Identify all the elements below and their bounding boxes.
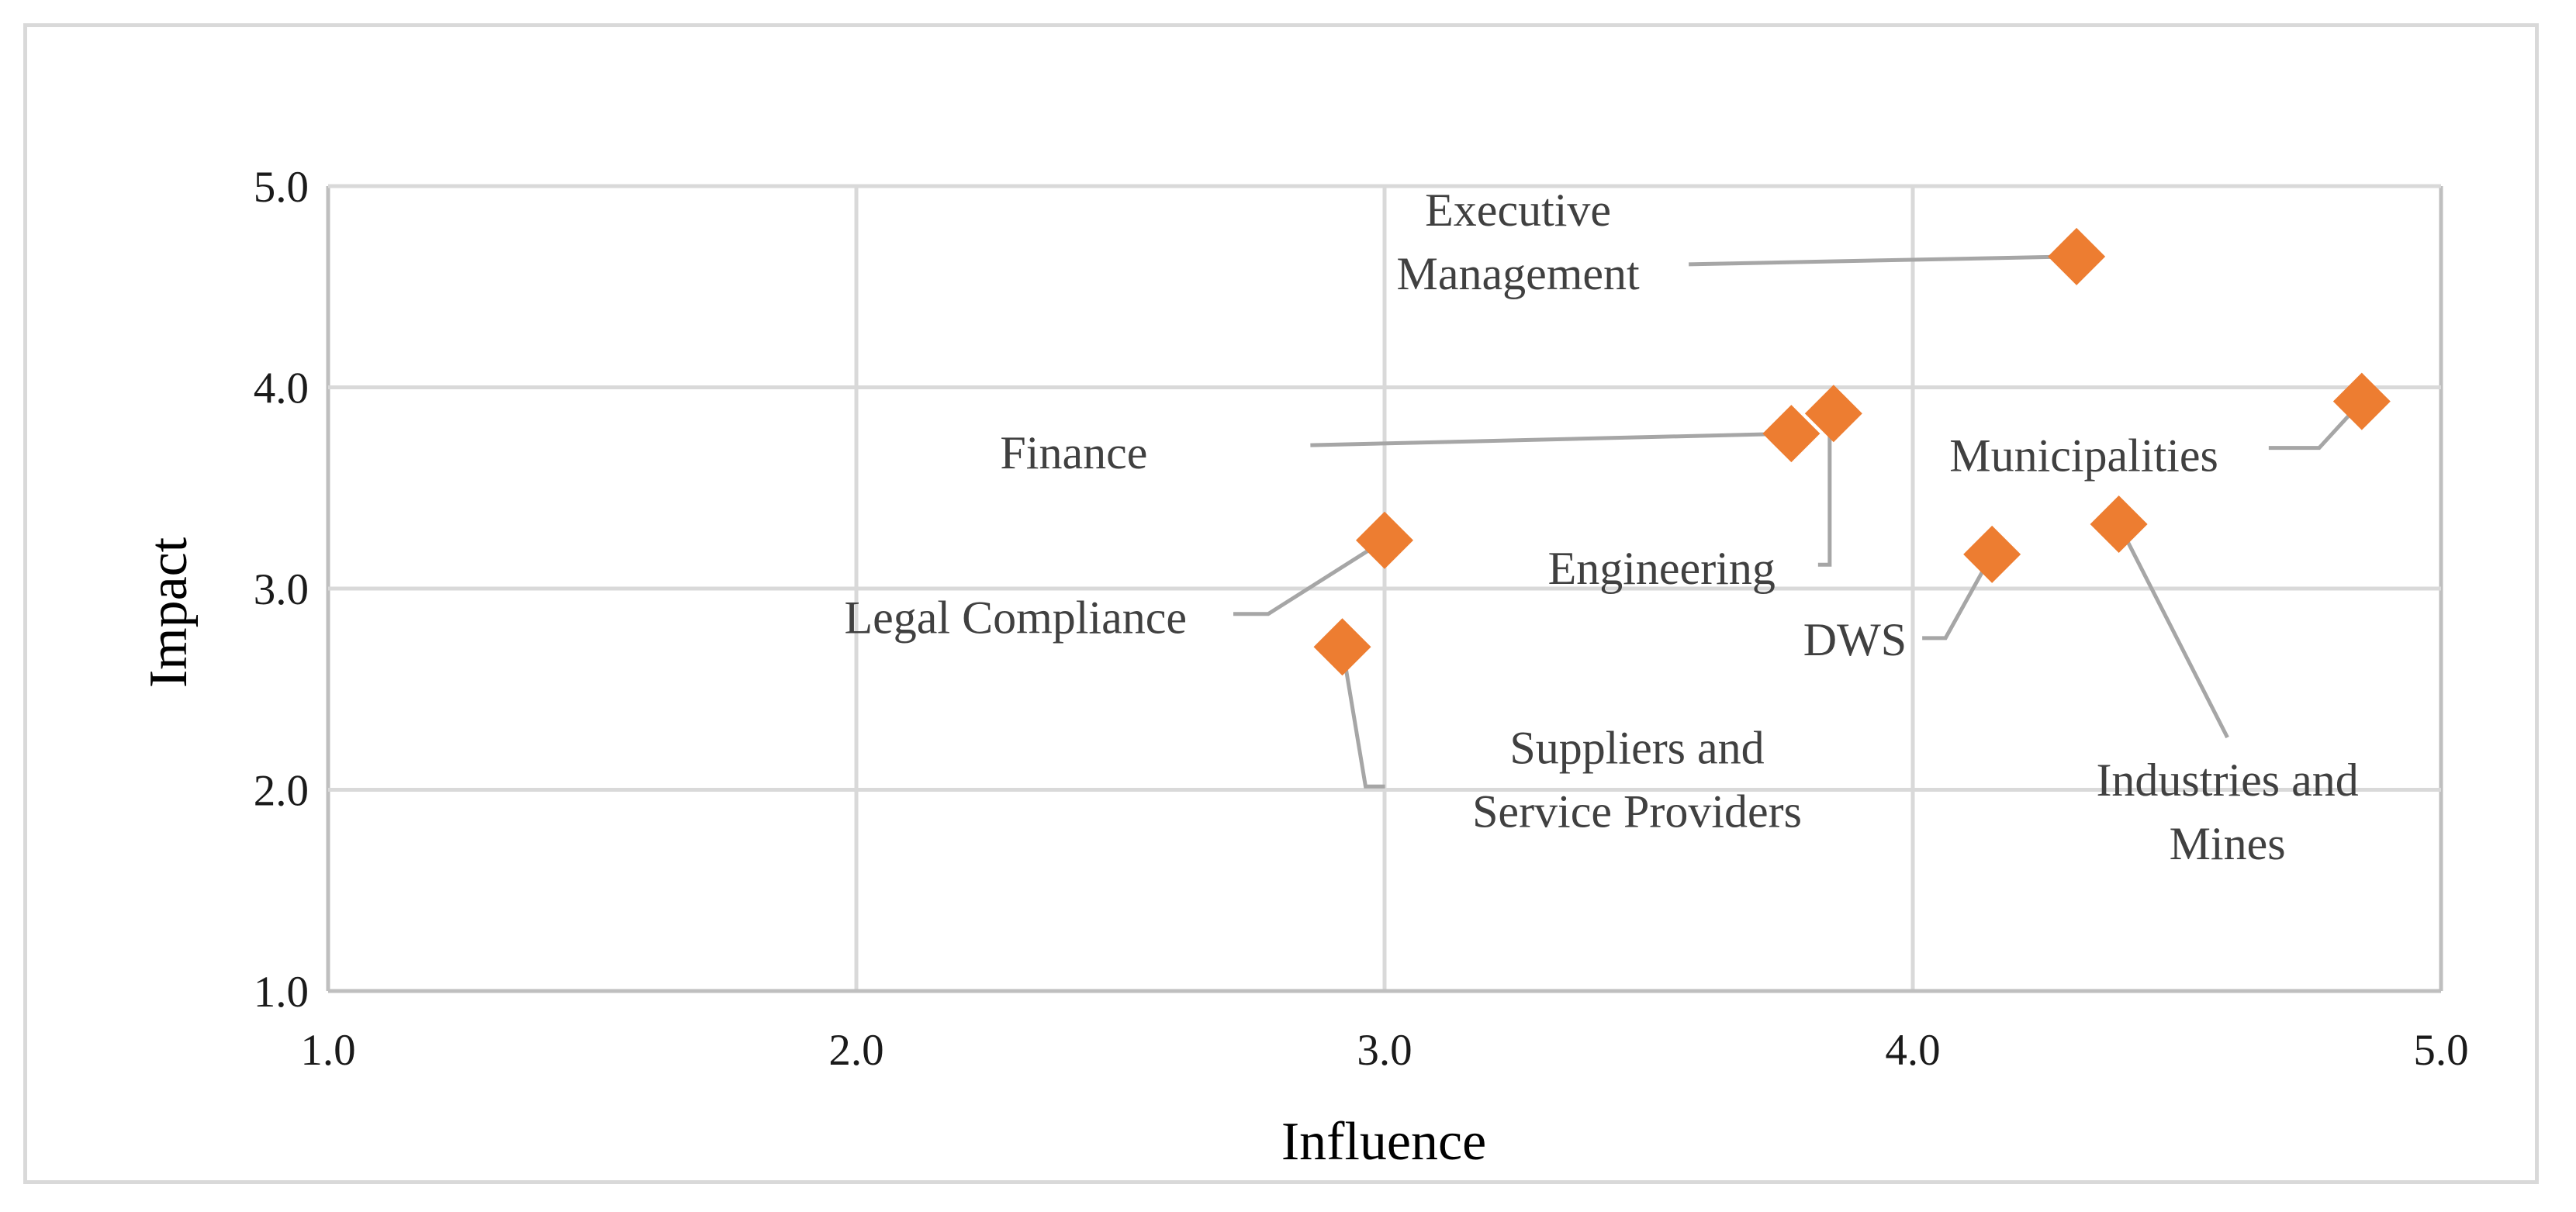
leader-line <box>1817 413 1832 567</box>
y-tick-label: 3.0 <box>254 565 309 614</box>
x-tick-label: 3.0 <box>1357 1026 1412 1075</box>
data-point-marker <box>2332 372 2391 430</box>
y-tick-label: 4.0 <box>254 364 309 413</box>
data-point-label: Industries and <box>2096 754 2358 806</box>
data-point-marker <box>1963 525 2021 583</box>
x-tick-label: 5.0 <box>2413 1026 2468 1075</box>
leader-line <box>2117 523 2229 739</box>
x-tick-label: 4.0 <box>1885 1026 1940 1075</box>
data-point-marker <box>1356 511 1413 569</box>
data-point-label: Legal Compliance <box>844 592 1187 644</box>
leader-line <box>1340 646 1385 789</box>
data-point-label: Suppliers and <box>1509 722 1764 773</box>
data-point-marker <box>2090 495 2148 553</box>
data-point-marker <box>2048 227 2106 285</box>
y-tick-label: 2.0 <box>254 767 309 816</box>
x-axis-title: Influence <box>1281 1112 1486 1172</box>
leader-line <box>1922 553 1994 641</box>
leader-line <box>1689 254 2073 267</box>
data-point-label: Municipalities <box>1949 430 2218 482</box>
data-point-marker <box>1804 385 1862 443</box>
data-point-label: Executive <box>1425 185 1611 236</box>
y-tick-label: 1.0 <box>254 968 309 1017</box>
scatter-chart: Executive Management Finance Engineering Mun… <box>139 163 2469 1172</box>
data-point-label: Management <box>1397 248 1641 299</box>
data-point-label: Engineering <box>1548 543 1776 594</box>
leader-line <box>1233 538 1386 616</box>
chart-frame: Executive Management Finance Engineering Mun… <box>23 23 2539 1184</box>
data-point-marker <box>1762 405 1820 463</box>
y-axis-title: Impact <box>139 537 199 688</box>
data-point-label: DWS <box>1803 614 1907 665</box>
data-point-label: Finance <box>1000 427 1147 478</box>
x-tick-label: 1.0 <box>300 1026 355 1075</box>
leader-line <box>1310 431 1792 447</box>
y-tick-label: 5.0 <box>254 163 309 212</box>
leader-line <box>2268 399 2363 451</box>
data-point-marker <box>1313 618 1371 676</box>
data-point-label: Service Providers <box>1472 786 1802 837</box>
x-tick-label: 2.0 <box>828 1026 883 1075</box>
data-point-label: Mines <box>2170 818 2286 869</box>
